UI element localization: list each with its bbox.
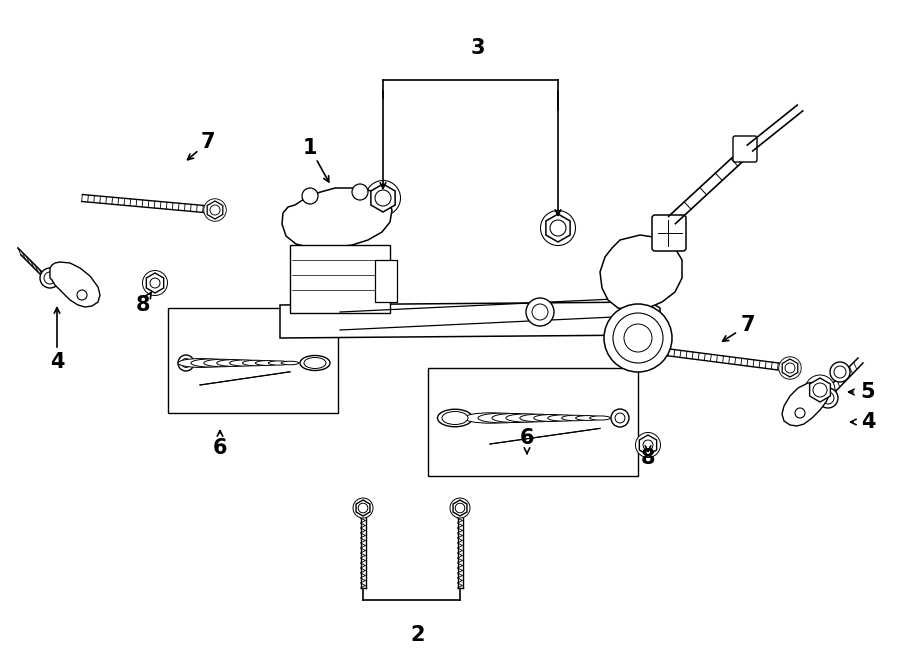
Circle shape <box>822 392 834 404</box>
Ellipse shape <box>534 414 569 422</box>
Polygon shape <box>282 188 392 248</box>
Circle shape <box>813 383 827 397</box>
Circle shape <box>353 498 373 518</box>
Ellipse shape <box>300 356 330 371</box>
Polygon shape <box>371 184 395 212</box>
Ellipse shape <box>281 362 299 365</box>
Text: 3: 3 <box>471 38 485 58</box>
FancyBboxPatch shape <box>652 215 686 251</box>
Circle shape <box>40 268 60 288</box>
Polygon shape <box>600 235 682 310</box>
Circle shape <box>142 270 167 295</box>
Text: 1: 1 <box>302 138 317 158</box>
Ellipse shape <box>520 414 558 422</box>
Circle shape <box>210 205 220 215</box>
Polygon shape <box>546 214 570 242</box>
Circle shape <box>550 220 566 236</box>
Ellipse shape <box>590 416 610 420</box>
Polygon shape <box>453 500 467 516</box>
Text: 4: 4 <box>860 412 875 432</box>
Circle shape <box>532 304 548 320</box>
Polygon shape <box>782 359 797 377</box>
Circle shape <box>778 357 801 379</box>
Text: 5: 5 <box>860 382 876 402</box>
Circle shape <box>830 362 850 382</box>
Circle shape <box>450 498 470 518</box>
Polygon shape <box>280 302 660 338</box>
Circle shape <box>795 408 805 418</box>
Ellipse shape <box>562 415 590 421</box>
Polygon shape <box>782 382 828 426</box>
Circle shape <box>365 180 400 215</box>
Circle shape <box>178 355 194 371</box>
Text: 8: 8 <box>641 448 655 468</box>
Text: 7: 7 <box>741 315 755 335</box>
Circle shape <box>358 503 368 513</box>
Circle shape <box>526 298 554 326</box>
Polygon shape <box>639 435 657 455</box>
Circle shape <box>818 388 838 408</box>
Circle shape <box>643 440 653 450</box>
Circle shape <box>302 188 318 204</box>
Circle shape <box>613 313 663 363</box>
Circle shape <box>77 290 87 300</box>
Bar <box>375 260 397 302</box>
Text: 2: 2 <box>410 625 425 645</box>
Circle shape <box>150 278 160 288</box>
Ellipse shape <box>230 360 260 366</box>
Bar <box>290 245 390 313</box>
Circle shape <box>541 210 575 245</box>
Ellipse shape <box>203 360 241 367</box>
Text: 6: 6 <box>520 428 535 448</box>
Ellipse shape <box>576 416 600 420</box>
Text: 8: 8 <box>136 295 150 315</box>
Circle shape <box>604 304 672 372</box>
Circle shape <box>805 375 835 405</box>
Circle shape <box>44 272 56 284</box>
Circle shape <box>834 366 846 378</box>
Ellipse shape <box>478 413 526 423</box>
FancyBboxPatch shape <box>733 136 757 162</box>
Polygon shape <box>207 201 223 219</box>
Polygon shape <box>147 273 164 293</box>
Bar <box>168 308 338 413</box>
Polygon shape <box>810 378 831 402</box>
Polygon shape <box>356 500 370 516</box>
Ellipse shape <box>304 358 326 368</box>
Circle shape <box>375 190 391 206</box>
Ellipse shape <box>464 413 516 423</box>
Text: 7: 7 <box>201 132 215 152</box>
Ellipse shape <box>437 409 472 427</box>
Ellipse shape <box>492 414 537 422</box>
Text: 4: 4 <box>50 352 64 372</box>
Ellipse shape <box>506 414 547 422</box>
Ellipse shape <box>268 361 289 365</box>
Ellipse shape <box>191 359 231 367</box>
Ellipse shape <box>242 360 270 366</box>
Circle shape <box>203 199 226 221</box>
Ellipse shape <box>178 359 222 368</box>
Circle shape <box>624 324 652 352</box>
Circle shape <box>455 503 464 513</box>
Text: 6: 6 <box>212 438 227 458</box>
Circle shape <box>611 409 629 427</box>
Ellipse shape <box>548 415 579 421</box>
Polygon shape <box>50 262 100 307</box>
Circle shape <box>352 184 368 200</box>
Bar <box>428 368 638 476</box>
Circle shape <box>615 413 625 423</box>
Circle shape <box>785 363 795 373</box>
Circle shape <box>635 432 661 457</box>
Ellipse shape <box>217 360 251 366</box>
Circle shape <box>182 359 191 368</box>
Circle shape <box>662 227 674 239</box>
Ellipse shape <box>256 361 280 366</box>
Ellipse shape <box>442 412 468 424</box>
